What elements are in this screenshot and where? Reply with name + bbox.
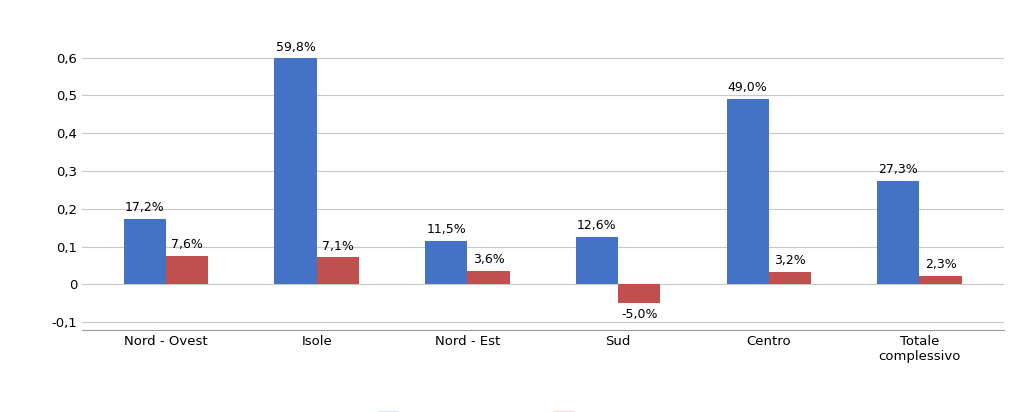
Text: 7,6%: 7,6% [171,238,203,250]
Bar [124,219,166,284]
Text: -5,0%: -5,0% [621,308,657,321]
Text: 7,1%: 7,1% [322,239,353,253]
Text: 3,2%: 3,2% [774,254,806,267]
Bar [618,284,660,303]
Bar [425,241,467,284]
Text: 11,5%: 11,5% [426,223,466,236]
Bar [166,255,208,284]
Bar [727,99,769,284]
Text: 17,2%: 17,2% [125,201,165,214]
Text: 49,0%: 49,0% [728,81,768,94]
Text: 3,6%: 3,6% [473,253,505,266]
Bar [274,59,316,284]
Bar [575,236,618,284]
Text: 2,3%: 2,3% [925,258,956,271]
Legend: Var. % 2016/2011, Var. % 2016/2015: Var. % 2016/2011, Var. % 2016/2015 [372,406,714,412]
Bar [878,181,920,284]
Bar [316,258,358,284]
Text: 59,8%: 59,8% [275,40,315,54]
Bar [769,272,811,284]
Text: 27,3%: 27,3% [879,163,919,176]
Bar [467,271,510,284]
Bar [920,276,962,284]
Text: 12,6%: 12,6% [578,219,616,232]
